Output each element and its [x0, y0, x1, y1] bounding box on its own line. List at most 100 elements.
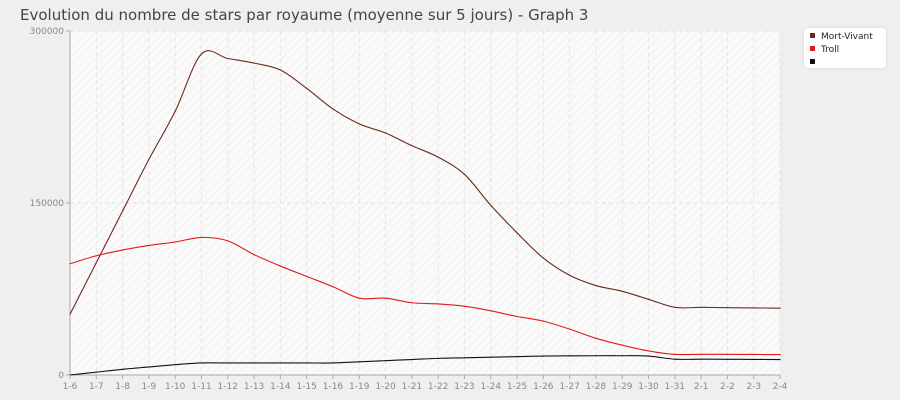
legend: Mort-Vivant Troll	[804, 28, 886, 68]
data-point	[726, 353, 729, 355]
data-point	[95, 371, 97, 373]
x-tick-label: 2-1	[694, 382, 709, 392]
data-point	[569, 274, 571, 276]
x-tick-label: 1-29	[612, 382, 633, 392]
data-point	[621, 355, 623, 357]
series-line-3	[69, 355, 781, 376]
data-point	[437, 303, 439, 305]
legend-item-1: Mort-Vivant	[810, 31, 873, 43]
data-point	[779, 353, 781, 356]
data-point	[69, 313, 71, 315]
legend-swatch-3	[810, 59, 815, 64]
data-point	[306, 362, 308, 364]
x-tick-label: 1-11	[191, 382, 211, 392]
data-point	[437, 156, 439, 158]
data-point	[227, 362, 229, 364]
x-tick-label: 2-4	[773, 382, 788, 392]
data-point	[700, 353, 702, 355]
x-tick-label: 2-3	[746, 382, 761, 392]
x-tick-label: 1-10	[165, 382, 186, 392]
x-tick-label: 1-30	[638, 382, 659, 392]
x-tick-label: 1-15	[296, 382, 316, 392]
y-tick-label: 300000	[30, 27, 65, 37]
data-point	[148, 158, 150, 161]
data-point	[516, 232, 518, 234]
data-point	[279, 362, 281, 364]
data-point	[384, 297, 387, 299]
data-point	[595, 337, 597, 339]
x-tick-label: 1-28	[586, 382, 607, 392]
data-point	[411, 302, 413, 304]
y-tick-label: 150000	[30, 199, 65, 209]
data-point	[174, 364, 176, 366]
data-point	[227, 57, 229, 60]
legend-swatch-2	[810, 46, 815, 51]
data-point	[279, 265, 281, 267]
data-point	[174, 110, 176, 112]
x-tick-label: 1-9	[142, 382, 157, 392]
x-tick-label: 1-31	[665, 382, 685, 392]
data-point	[621, 344, 623, 346]
data-point	[463, 173, 466, 175]
data-point	[595, 355, 597, 357]
data-point	[279, 69, 281, 71]
data-point	[700, 306, 702, 308]
data-point	[253, 362, 255, 364]
data-point	[569, 355, 571, 357]
series-line-1	[69, 50, 781, 315]
data-point	[384, 360, 387, 362]
data-point	[200, 362, 203, 364]
data-point	[411, 145, 413, 147]
x-tick-label: 1-22	[428, 382, 448, 392]
x-tick-label: 2-2	[720, 382, 735, 392]
data-point	[779, 307, 781, 309]
data-point	[121, 210, 124, 212]
data-point	[411, 358, 413, 361]
x-tick-label: 1-16	[323, 382, 344, 392]
data-point	[332, 362, 334, 364]
data-point	[542, 355, 544, 357]
x-tick-label: 1-21	[402, 382, 422, 392]
x-tick-label: 1-12	[218, 382, 238, 392]
data-point	[463, 305, 466, 307]
data-point	[726, 358, 729, 360]
x-tick-label: 1-6	[63, 382, 78, 392]
x-tick-label: 1-13	[244, 382, 264, 392]
data-point	[516, 315, 518, 318]
data-point	[384, 132, 387, 134]
x-tick-label: 1-8	[115, 382, 130, 392]
data-point	[306, 87, 308, 89]
data-point	[332, 108, 334, 110]
legend-item-3	[810, 57, 821, 69]
data-point	[95, 262, 97, 264]
x-tick-label: 1-14	[270, 382, 291, 392]
data-point	[490, 356, 492, 358]
data-point	[358, 123, 360, 125]
data-point	[700, 358, 702, 360]
data-point	[726, 307, 729, 309]
data-point	[647, 350, 650, 352]
data-point	[437, 357, 439, 359]
data-point	[542, 320, 544, 322]
series-line-2	[69, 236, 781, 356]
data-point	[674, 306, 676, 308]
data-point	[516, 356, 518, 358]
data-point	[174, 241, 176, 243]
data-point	[200, 53, 203, 55]
legend-label-2: Troll	[821, 45, 840, 55]
data-point	[674, 353, 676, 355]
data-point	[121, 249, 124, 251]
data-point	[227, 240, 229, 242]
data-point	[674, 358, 676, 360]
data-point	[253, 254, 255, 256]
data-point	[332, 286, 334, 288]
data-point	[253, 62, 255, 64]
data-point	[490, 310, 492, 312]
x-tick-label: 1-20	[375, 382, 396, 392]
x-tick-label: 1-26	[533, 382, 554, 392]
chart-title: Evolution du nombre de stars par royaume…	[20, 6, 589, 24]
x-tick-label: 1-25	[507, 382, 527, 392]
data-point	[569, 328, 571, 330]
data-point	[306, 275, 308, 277]
